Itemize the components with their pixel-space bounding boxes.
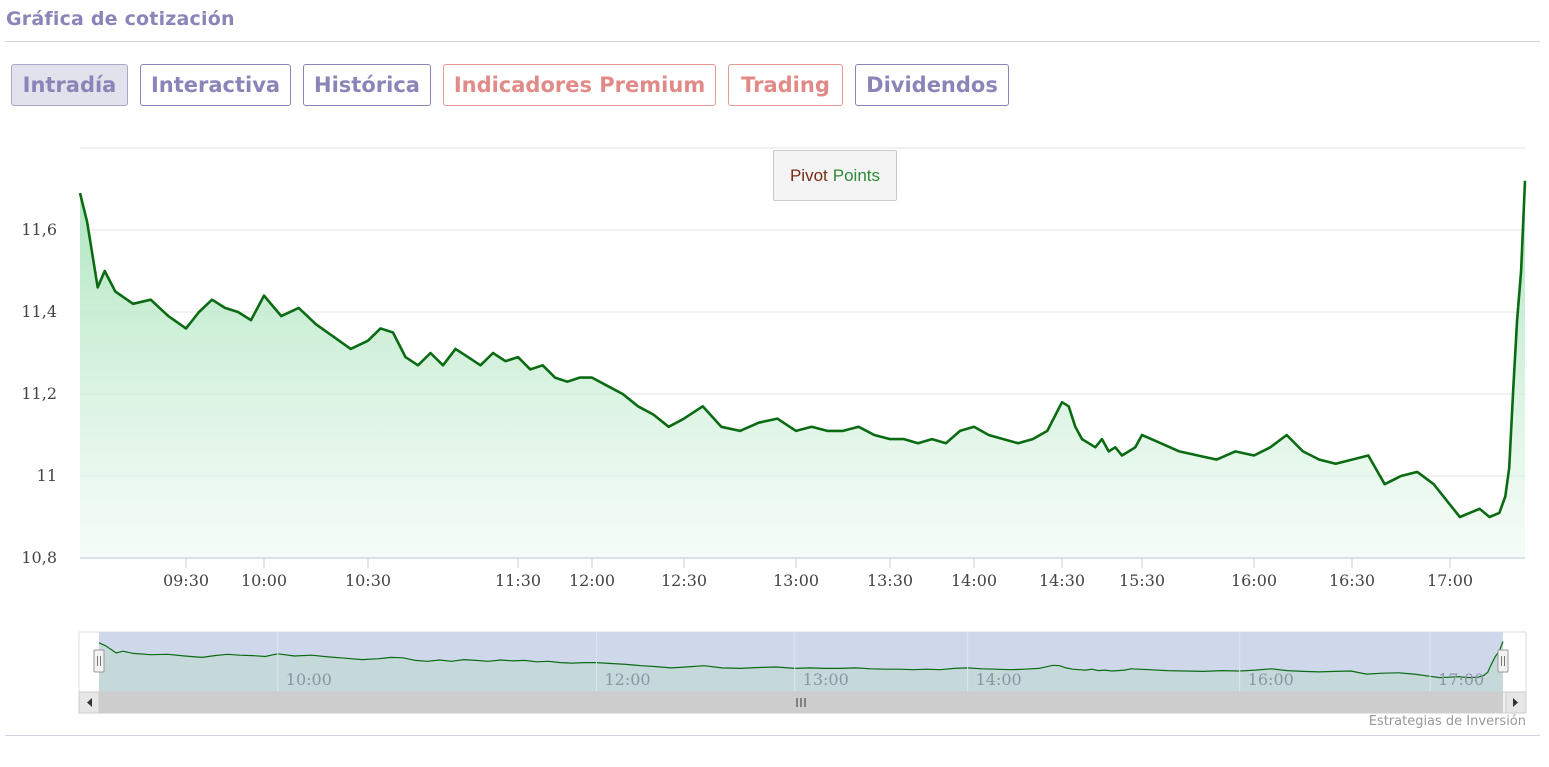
y-tick-label: 11,2	[21, 384, 57, 403]
handle-grip	[93, 649, 105, 673]
y-axis: 10,8 11 11,2 11,4 11,6	[21, 220, 57, 567]
handle-grip	[1497, 649, 1509, 673]
title-divider	[5, 41, 1540, 42]
x-tick-label: 10:30	[345, 571, 391, 590]
navigator-line	[98, 641, 1504, 679]
pivot-points-button[interactable]: Pivot Points	[773, 150, 897, 201]
x-tick-label: 10:00	[241, 571, 287, 590]
tab-intradia[interactable]: Intradía	[11, 64, 128, 106]
x-tick-label: 16:30	[1329, 571, 1375, 590]
x-tick-label: 14:30	[1039, 571, 1085, 590]
y-tick-label: 11	[37, 466, 57, 485]
x-tick-label: 13:00	[773, 571, 819, 590]
x-tick-label: 15:30	[1119, 571, 1165, 590]
navigator-handle-left[interactable]	[93, 649, 105, 673]
x-tick-label: 17:00	[1427, 571, 1473, 590]
tab-dividendos[interactable]: Dividendos	[855, 64, 1009, 106]
y-tick-label: 10,8	[21, 548, 57, 567]
x-tick-label: 09:30	[163, 571, 209, 590]
x-tick-label: 12:30	[661, 571, 707, 590]
x-tick-label: 14:00	[951, 571, 997, 590]
navigator: 10:00 12:00 13:00 14:00 16:00 17:00	[78, 631, 1527, 714]
pivot-points-label-points: Points	[832, 165, 881, 185]
navigator-tick-label: 10:00	[286, 670, 332, 689]
x-tick-label: 12:00	[569, 571, 615, 590]
x-tick-label: 13:30	[867, 571, 913, 590]
y-tick-label: 11,4	[21, 302, 57, 321]
bottom-divider	[5, 735, 1540, 736]
scroll-right-icon	[1513, 698, 1518, 707]
navigator-tick-label: 16:00	[1248, 670, 1294, 689]
navigator-tick-label: 17:00	[1438, 670, 1484, 689]
navigator-tick-label: 14:00	[976, 670, 1022, 689]
x-axis: 09:30 10:00 10:30 11:30 12:00 12:30 13:00 13:30…	[80, 557, 1525, 590]
tab-indicadores-premium[interactable]: Indicadores Premium	[443, 64, 716, 106]
navigator-tick-label: 13:00	[803, 670, 849, 689]
price-area	[80, 180, 1525, 559]
navigator-tick-label: 12:00	[604, 670, 650, 689]
tab-trading[interactable]: Trading	[728, 64, 843, 106]
navigator-scrollbar[interactable]	[78, 691, 1527, 714]
price-line	[78, 180, 1527, 519]
x-tick-label: 16:00	[1231, 571, 1277, 590]
y-tick-label: 11,6	[21, 220, 57, 239]
tab-interactiva[interactable]: Interactiva	[140, 64, 291, 106]
section-title: Gráfica de cotización	[6, 8, 235, 30]
navigator-selection	[99, 632, 1503, 692]
navigator-handle-right[interactable]	[1497, 649, 1509, 673]
pivot-points-label-pivot: Pivot	[789, 165, 828, 185]
credit-label: Estrategias de Inversión	[1368, 714, 1526, 729]
scroll-left-icon	[87, 698, 92, 707]
navigator-area	[99, 641, 1503, 692]
tab-historica[interactable]: Histórica	[303, 64, 431, 106]
x-tick-label: 11:30	[495, 571, 541, 590]
price-chart: 09:30 10:00 10:30 11:30 12:00 12:30 13:00 13:30…	[21, 147, 1527, 714]
